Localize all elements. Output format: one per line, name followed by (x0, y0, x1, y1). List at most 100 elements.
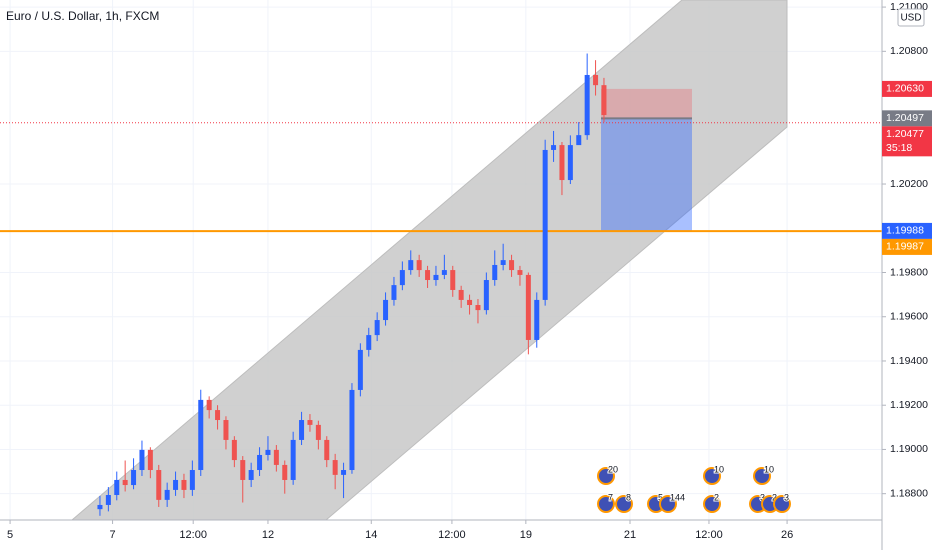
candle-body (307, 420, 313, 425)
event-label: 144 (670, 492, 685, 502)
candle-body (425, 270, 431, 281)
candle-body (416, 260, 422, 271)
candle-body (257, 454, 263, 471)
y-tick-label: 1.19000 (890, 443, 928, 455)
candle-body (559, 145, 565, 181)
event-icon (753, 467, 771, 485)
candle-body (525, 274, 531, 340)
candle-body (450, 270, 456, 290)
candle-body (173, 479, 179, 490)
event-label: 3 (784, 492, 789, 502)
stop-zone (601, 88, 692, 119)
x-tick-label: 12 (262, 529, 274, 541)
y-tick-label: 1.20200 (890, 178, 928, 190)
event-icon (773, 495, 791, 513)
candle-body (441, 270, 447, 275)
candle-body (475, 305, 481, 311)
candle-body (567, 145, 573, 181)
event-label: 7 (608, 492, 613, 502)
event-label: 2 (772, 492, 777, 502)
candle-body (273, 449, 279, 465)
candle-body (433, 274, 439, 281)
candle-body (122, 479, 128, 486)
x-tick-label: 12:00 (438, 529, 466, 541)
candle-body (357, 349, 363, 390)
currency-box (897, 8, 925, 27)
candle-body (534, 299, 540, 340)
candle-body (542, 149, 548, 300)
candle-body (391, 285, 397, 300)
candle-body (324, 439, 330, 461)
time-axis (0, 520, 882, 550)
candle-body (189, 470, 195, 490)
candle-body (206, 399, 212, 411)
candle-body (584, 74, 590, 136)
price-marker-label: 1.19987 (886, 241, 924, 253)
candle-body (517, 270, 523, 275)
event-icon (703, 495, 721, 513)
candle-body (105, 495, 111, 505)
candle-body (408, 260, 414, 271)
event-icon (597, 467, 615, 485)
candle-body (282, 464, 288, 480)
x-tick-label: 19 (520, 529, 532, 541)
price-marker-label: 1.20497 (886, 112, 924, 124)
candle-body (551, 145, 557, 150)
candle-body (290, 439, 296, 480)
candle-body (467, 299, 473, 306)
candle-body (265, 449, 271, 455)
candle-body (181, 479, 187, 490)
candle-body (156, 470, 162, 500)
event-label: 2 (714, 492, 719, 502)
candle-body (576, 135, 582, 146)
candle-body (349, 389, 355, 471)
candle-body (374, 320, 380, 336)
x-tick-label: 14 (365, 529, 377, 541)
x-tick-label: 21 (624, 529, 636, 541)
y-tick-label: 1.19400 (890, 355, 928, 367)
x-tick-label: 5 (7, 529, 13, 541)
candle-body (332, 460, 338, 475)
currency: USD (900, 13, 921, 24)
candles (97, 53, 607, 516)
y-tick-label: 1.18800 (890, 487, 928, 499)
position-tool (0, 88, 882, 233)
price-marker (882, 238, 932, 255)
event-icon (703, 467, 721, 485)
x-tick-label: 26 (781, 529, 793, 541)
event-label: 3 (760, 492, 765, 502)
target-zone (601, 118, 692, 231)
candle-body (341, 470, 347, 475)
candle-body (593, 74, 599, 86)
candle-body (248, 470, 254, 480)
event-label: 10 (714, 464, 724, 474)
candle-body (509, 260, 515, 271)
candle-body (458, 289, 464, 300)
price-marker-label: 1.19988 (886, 225, 924, 237)
axis-labels: 1.210001.208001.202001.198001.196001.194… (7, 1, 932, 541)
candle-body (131, 470, 137, 486)
candle-body (366, 335, 372, 350)
y-tick-label: 1.19600 (890, 311, 928, 323)
candle-body (164, 489, 170, 500)
price-marker (882, 110, 932, 127)
candle-body (500, 260, 506, 265)
candle-body (223, 420, 229, 440)
candle-body (147, 449, 153, 471)
candle-body (483, 280, 489, 311)
event-label: 20 (608, 464, 618, 474)
candle-body (139, 449, 145, 471)
candle-body (215, 410, 221, 421)
candle-body (299, 420, 305, 440)
x-tick-label: 7 (109, 529, 115, 541)
event-icon (659, 495, 677, 513)
y-tick-label: 1.20800 (890, 45, 928, 57)
x-tick-label: 12:00 (695, 529, 723, 541)
candle-body (114, 479, 120, 496)
candle-body (492, 264, 498, 281)
event-label: 8 (626, 492, 631, 502)
price-marker (882, 222, 932, 239)
event-icon (615, 495, 633, 513)
event-label: 10 (764, 464, 774, 474)
